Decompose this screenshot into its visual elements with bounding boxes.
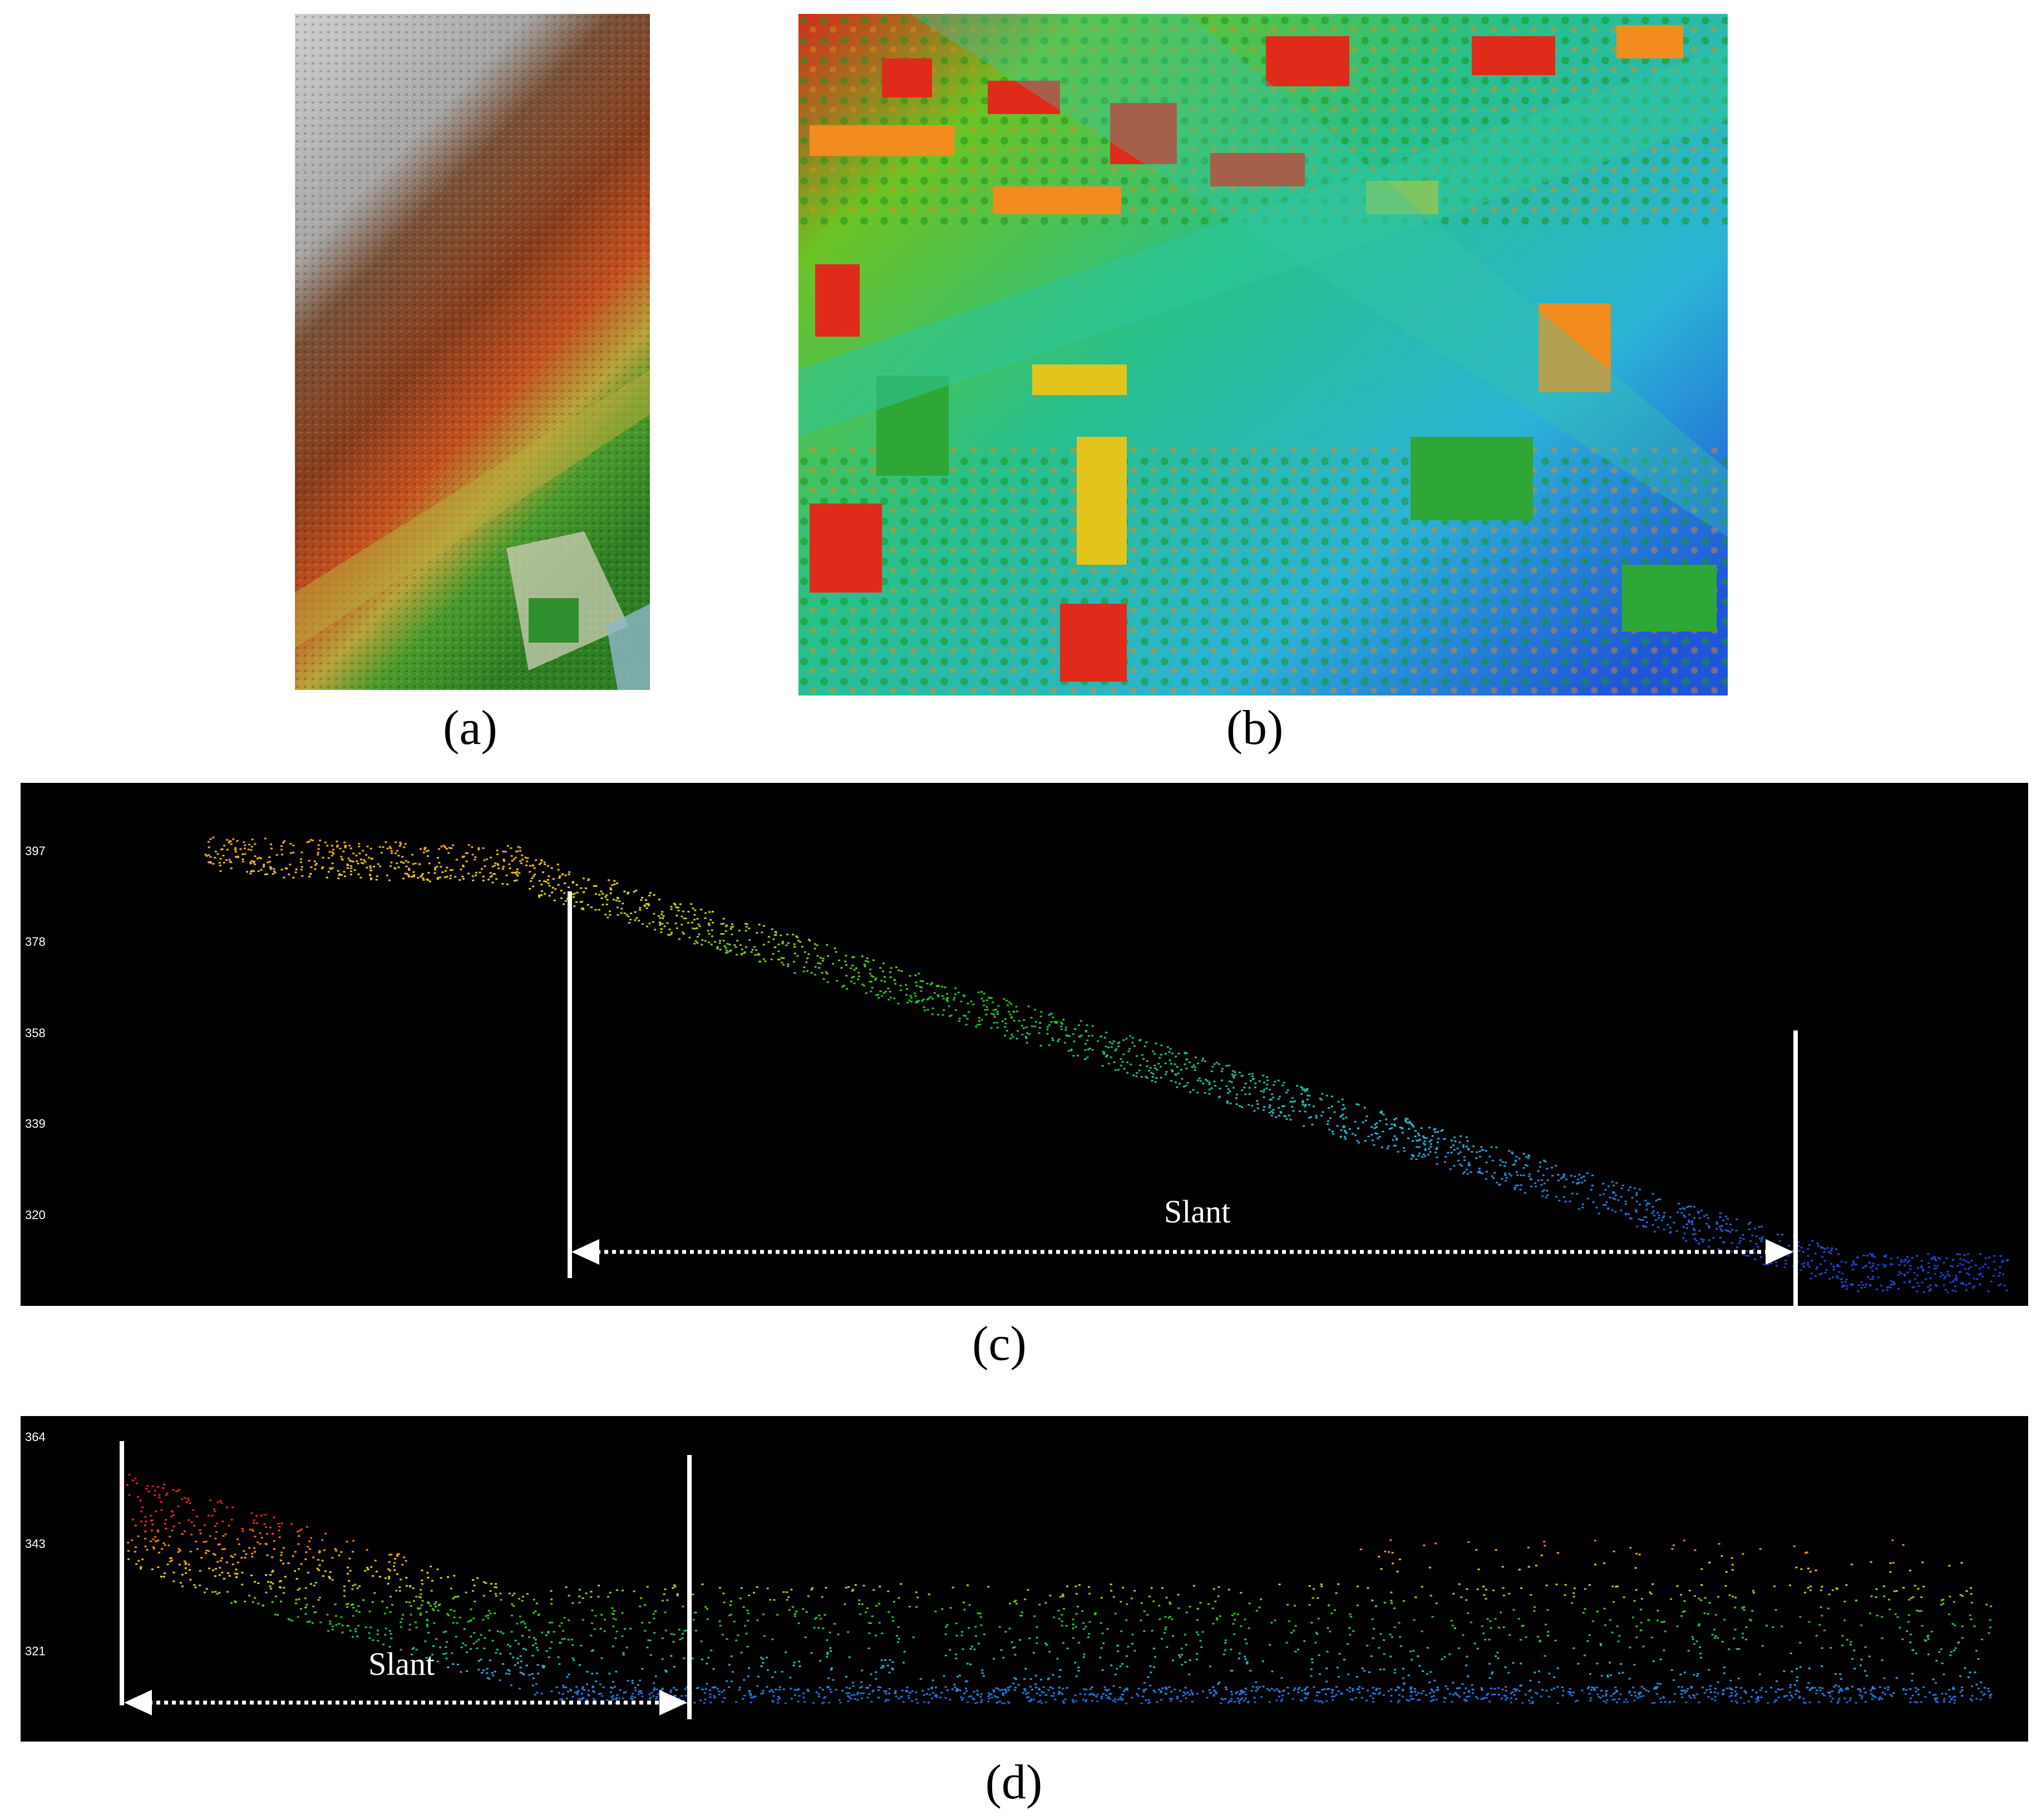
panel-d-ytick-343: 343 xyxy=(25,1537,46,1551)
panel-b-raster xyxy=(798,14,1728,696)
panel-a-caption: (a) xyxy=(443,701,497,755)
panel-d-right-arrowhead xyxy=(659,1690,687,1715)
panel-c-profile: 397 378 358 339 320 Slant xyxy=(21,783,2028,1306)
panel-d-ytick-364: 364 xyxy=(25,1430,46,1444)
panel-c-ytick-397: 397 xyxy=(25,844,46,858)
panel-d-chart: 364 343 321 Slant xyxy=(25,1430,1993,1719)
panel-c-ytick-339: 339 xyxy=(25,1117,46,1131)
panel-a-elevation-image xyxy=(295,14,650,690)
panel-a-raster xyxy=(295,14,650,690)
panel-c-ytick-378: 378 xyxy=(25,935,46,949)
panel-d-ytick-321: 321 xyxy=(25,1644,46,1658)
panel-c-chart: 397 378 358 339 320 Slant xyxy=(25,836,2009,1306)
panel-b-surface-model-image xyxy=(798,14,1728,696)
panel-c-right-arrowhead xyxy=(1766,1239,1793,1265)
panel-b-caption: (b) xyxy=(1226,701,1284,755)
panel-c-left-arrowhead xyxy=(571,1239,599,1265)
panel-c-caption: (c) xyxy=(972,1317,1027,1371)
panel-c-point-cloud xyxy=(204,836,2009,1294)
panel-c-ytick-358: 358 xyxy=(25,1026,46,1040)
panel-d-left-arrowhead xyxy=(124,1690,152,1715)
panel-c-ytick-320: 320 xyxy=(25,1208,46,1222)
panel-c-slant-label: Slant xyxy=(1164,1193,1230,1230)
panel-d-caption: (d) xyxy=(985,1755,1043,1809)
panel-d-slant-label: Slant xyxy=(368,1646,435,1682)
panel-d-profile: 364 343 321 Slant xyxy=(21,1416,2028,1742)
